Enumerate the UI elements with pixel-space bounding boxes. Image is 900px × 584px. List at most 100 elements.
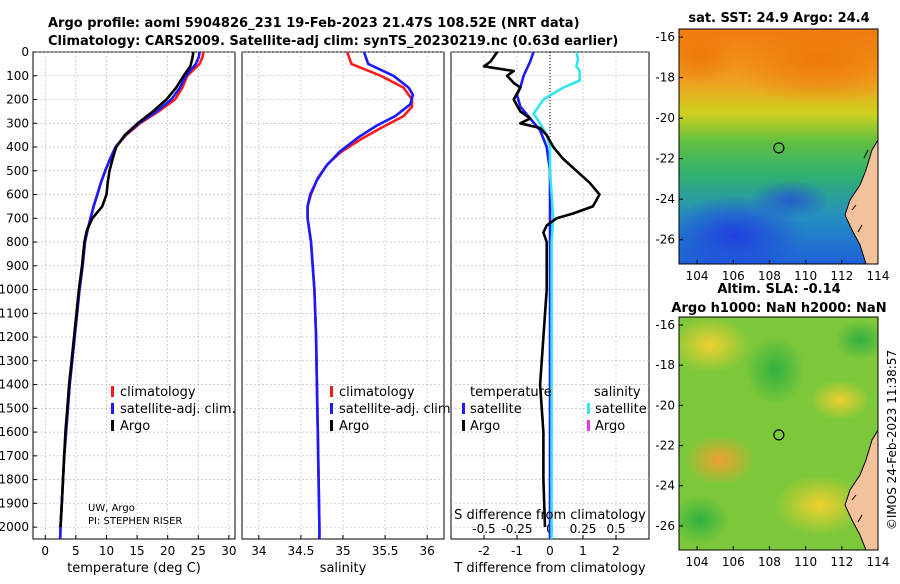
legend-swatch-argo-s xyxy=(330,420,333,431)
temperature-legend: climatology satellite-adj. clim. Argo xyxy=(111,385,236,434)
temperature-plot-area xyxy=(32,51,236,540)
xtick-label: 30 xyxy=(221,544,236,558)
legend-label-argo-s: Argo xyxy=(339,419,369,434)
ytick-label: 2000 xyxy=(0,520,29,534)
xtick-top-label: 0.5 xyxy=(606,522,625,536)
map-ytick-label: -18 xyxy=(655,358,675,372)
map-xtick-label: 104 xyxy=(686,555,709,569)
sst-cool-region-2 xyxy=(750,180,830,220)
xtick-top-label: -0.5 xyxy=(472,522,495,536)
legend-label-argo: Argo xyxy=(120,419,150,434)
xtick-label: 15 xyxy=(129,544,144,558)
ytick-label: 500 xyxy=(6,164,29,178)
ytick-label: 900 xyxy=(6,259,29,273)
map-ytick-label: -18 xyxy=(655,71,675,85)
ytick-label: 300 xyxy=(6,116,29,130)
legend-label-s-satellite: satellite xyxy=(595,402,647,417)
map-ytick-label: -26 xyxy=(655,233,675,247)
xtick-label: 25 xyxy=(191,544,206,558)
legend-title-salinity: salinity xyxy=(594,385,641,400)
map-xtick-label: 114 xyxy=(867,555,890,569)
map-ytick-label: -20 xyxy=(655,398,675,412)
ytick-label: 1300 xyxy=(0,354,29,368)
legend-swatch-climatology xyxy=(111,386,114,397)
map-ytick-label: -26 xyxy=(655,519,675,533)
difference-legend: temperature salinity satellite Argo sate… xyxy=(462,385,647,434)
ytick-label: 400 xyxy=(6,140,29,154)
sla-map: Altim. SLA: -0.14 Argo h1000: NaN h2000:… xyxy=(655,282,889,569)
sla-map-title-line2: Argo h1000: NaN h2000: NaN xyxy=(671,301,886,316)
sla-float-marker xyxy=(773,429,785,441)
xtick-label: 0 xyxy=(41,544,49,558)
ytick-label: 100 xyxy=(6,69,29,83)
sla-low-2 xyxy=(679,495,730,545)
xtick-label: -2 xyxy=(478,544,490,558)
legend-swatch-satellite-adj xyxy=(111,403,114,414)
difference-xlabel: T difference from climatology xyxy=(453,561,646,576)
series-line-satellite-adj-clim- xyxy=(306,51,415,539)
sla-land xyxy=(844,429,878,550)
temperature-xlabel: temperature (deg C) xyxy=(67,561,201,576)
sla-map-frame xyxy=(678,316,879,551)
map-ytick-label: -16 xyxy=(655,30,675,44)
legend-swatch-argo xyxy=(111,420,114,431)
map-ytick-label: -20 xyxy=(655,111,675,125)
salinity-xlabel: salinity xyxy=(320,561,367,576)
sla-high-3 xyxy=(775,475,865,535)
temperature-panel: 0100200300400500600700800900100011001200… xyxy=(0,45,237,576)
difference-panel: -2 -1 0 1 2 -0.5 -0.25 0 0.25 0.5 T difference f… xyxy=(450,51,650,576)
temperature-annotation-line2: PI: STEPHEN RISER xyxy=(88,516,182,527)
ytick-label: 1000 xyxy=(0,283,29,297)
legend-label-climatology-s: climatology xyxy=(339,385,415,400)
sst-warm-region-2 xyxy=(679,29,740,85)
legend-label-t-satellite: satellite xyxy=(470,402,522,417)
temperature-annotation-line1: UW, Argo xyxy=(88,503,135,514)
xtick-label: 1 xyxy=(579,544,587,558)
map-xtick-label: 112 xyxy=(830,269,853,283)
map-xtick-label: 112 xyxy=(830,555,853,569)
legend-label-satellite-adj: satellite-adj. clim. xyxy=(120,402,236,417)
sla-high-1 xyxy=(679,317,750,373)
sst-coastline-islands xyxy=(851,149,869,233)
ytick-label: 1400 xyxy=(0,378,29,392)
legend-swatch-satellite-adj-s xyxy=(330,403,333,414)
sst-float-marker xyxy=(773,142,785,154)
ytick-label: 200 xyxy=(6,93,29,107)
xtick-label: 35 xyxy=(335,544,350,558)
sst-warm-region xyxy=(730,29,878,105)
xtick-label: 35.5 xyxy=(372,544,399,558)
difference-xlabel-top: S difference from climatology xyxy=(454,508,646,523)
sla-low-3 xyxy=(835,320,878,360)
sla-high-4 xyxy=(810,380,870,420)
ytick-label: 700 xyxy=(6,211,29,225)
ytick-label: 1500 xyxy=(0,401,29,415)
sst-map-title: sat. SST: 24.9 Argo: 24.4 xyxy=(688,11,869,26)
xtick-label: 20 xyxy=(160,544,175,558)
map-xtick-label: 108 xyxy=(758,269,781,283)
legend-swatch-s-argo xyxy=(587,420,590,431)
xtick-label: 34.5 xyxy=(288,544,315,558)
legend-label-s-argo: Argo xyxy=(595,419,625,434)
xtick-label: 0 xyxy=(546,544,554,558)
series-line-salinity-satellite xyxy=(532,51,582,539)
sla-map-title-line1: Altim. SLA: -0.14 xyxy=(717,282,840,297)
map-xtick-label: 108 xyxy=(758,555,781,569)
series-line-temperature-argo xyxy=(482,51,601,528)
map-xtick-label: 104 xyxy=(686,269,709,283)
ytick-label: 1200 xyxy=(0,330,29,344)
sst-map: sat. SST: 24.9 Argo: 24.4 104 106 108 110 11… xyxy=(655,11,889,283)
legend-label-climatology: climatology xyxy=(120,385,196,400)
legend-swatch-t-argo xyxy=(462,420,465,431)
map-ytick-label: -22 xyxy=(655,439,675,453)
ytick-label: 1700 xyxy=(0,449,29,463)
xtick-label: 34 xyxy=(251,544,266,558)
imos-credit: ©IMOS 24-Feb-2023 11:38:57 xyxy=(885,350,899,530)
map-ytick-label: -16 xyxy=(655,318,675,332)
xtick-top-label: -0.25 xyxy=(501,522,532,536)
map-xtick-label: 110 xyxy=(794,269,817,283)
legend-swatch-s-satellite xyxy=(587,403,590,414)
ytick-label: 1100 xyxy=(0,306,29,320)
sst-land xyxy=(844,139,878,264)
salinity-panel: 34 34.5 35 35.5 36 salinity climatology sate… xyxy=(241,51,455,576)
xtick-label: 36 xyxy=(420,544,435,558)
